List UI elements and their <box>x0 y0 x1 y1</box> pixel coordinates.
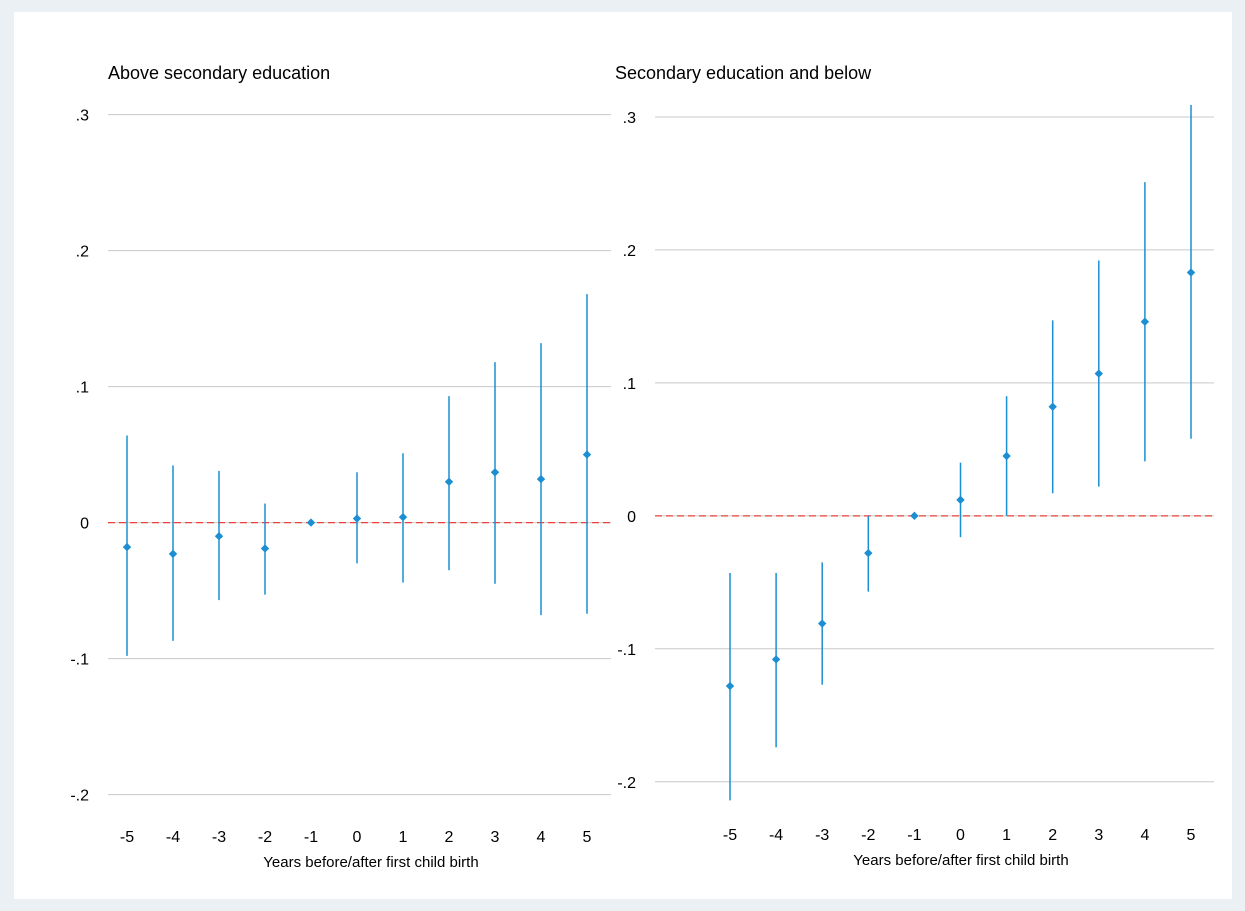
point-estimate <box>582 450 592 459</box>
point-estimate <box>214 532 224 541</box>
x-tick-label: -2 <box>258 829 272 846</box>
point-estimate <box>490 468 500 477</box>
x-tick-label: 0 <box>353 829 362 846</box>
point-estimate <box>771 655 781 664</box>
point-estimate <box>444 477 454 486</box>
x-tick-label: -5 <box>723 827 737 844</box>
panel-title: Secondary education and below <box>615 63 872 83</box>
y-tick-label: -.1 <box>617 642 636 659</box>
y-tick-label: .3 <box>623 110 636 127</box>
x-tick-label: 5 <box>583 829 592 846</box>
point-estimate <box>1002 451 1011 461</box>
x-tick-label: 4 <box>537 829 546 846</box>
figure-frame: Above secondary education Years before/a… <box>14 12 1232 899</box>
y-tick-label: -.2 <box>70 788 89 805</box>
y-tick-label: 0 <box>627 509 636 526</box>
x-tick-label: -1 <box>304 829 318 846</box>
point-estimate <box>910 511 919 521</box>
point-estimate <box>352 514 362 523</box>
x-tick-label: -3 <box>815 827 829 844</box>
point-estimate <box>1140 317 1150 326</box>
x-tick-label: -1 <box>907 827 921 844</box>
point-estimate <box>398 512 408 522</box>
x-tick-label: 2 <box>445 829 454 846</box>
x-tick-label: -2 <box>861 827 875 844</box>
y-tick-label: -.1 <box>70 652 89 669</box>
x-tick-label: 4 <box>1140 827 1149 844</box>
x-tick-label: 0 <box>956 827 965 844</box>
point-estimate <box>956 495 965 505</box>
x-tick-label: -4 <box>769 827 783 844</box>
x-axis-label: Years before/after first child birth <box>853 852 1068 869</box>
point-estimate <box>122 542 132 552</box>
x-tick-label: 2 <box>1048 827 1057 844</box>
point-estimate <box>818 619 827 628</box>
y-tick-label: .2 <box>76 244 89 261</box>
x-tick-label: -4 <box>166 829 180 846</box>
panel-above-secondary: Above secondary education Years before/a… <box>70 63 611 871</box>
point-estimate <box>306 518 316 527</box>
x-tick-label: 3 <box>491 829 500 846</box>
x-tick-label: 1 <box>399 829 408 846</box>
event-study-figure: Above secondary education Years before/a… <box>70 63 1214 871</box>
x-tick-label: -5 <box>120 829 134 846</box>
y-tick-label: 0 <box>80 516 89 533</box>
y-tick-label: .1 <box>623 376 636 393</box>
point-estimate <box>1094 369 1103 378</box>
panel-secondary-and-below: Secondary education and below Years befo… <box>615 63 1214 869</box>
point-estimate <box>1048 402 1057 412</box>
y-tick-label: .2 <box>623 243 636 260</box>
point-estimate <box>168 549 178 559</box>
point-estimate <box>536 474 546 484</box>
x-tick-label: 1 <box>1002 827 1011 844</box>
y-tick-label: -.2 <box>617 775 636 792</box>
y-tick-label: .3 <box>76 108 89 125</box>
x-tick-label: 5 <box>1187 827 1196 844</box>
panel-title: Above secondary education <box>108 63 330 83</box>
point-estimate <box>725 681 735 691</box>
x-tick-label: -3 <box>212 829 226 846</box>
x-tick-label: 3 <box>1094 827 1103 844</box>
x-axis-label: Years before/after first child birth <box>263 854 478 871</box>
point-estimate <box>260 544 270 553</box>
point-estimate <box>1186 268 1196 277</box>
point-estimate <box>864 548 873 558</box>
y-tick-label: .1 <box>76 380 89 397</box>
